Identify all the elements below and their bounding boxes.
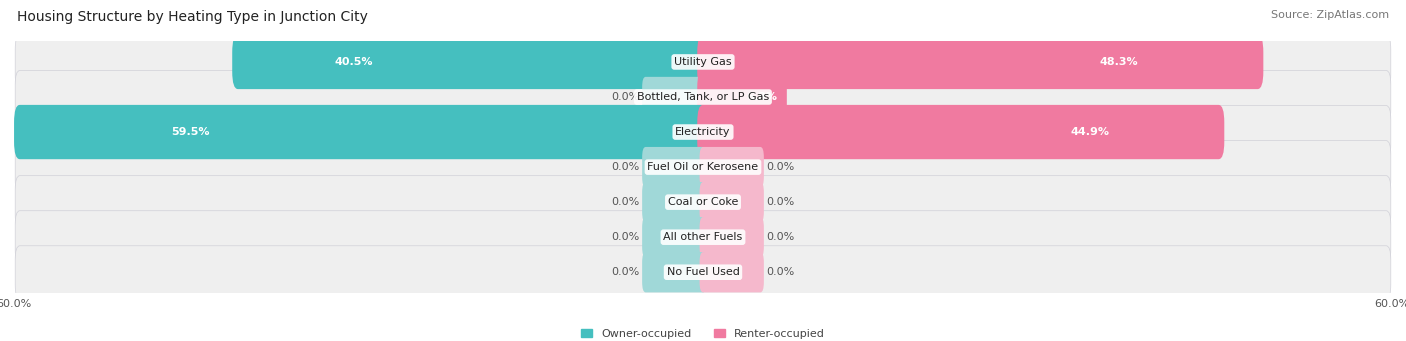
FancyBboxPatch shape [15, 71, 1391, 123]
Text: 0.0%: 0.0% [612, 92, 640, 102]
FancyBboxPatch shape [15, 246, 1391, 299]
FancyBboxPatch shape [697, 105, 1225, 159]
Text: 0.0%: 0.0% [612, 162, 640, 172]
FancyBboxPatch shape [700, 147, 763, 187]
FancyBboxPatch shape [643, 77, 706, 117]
Text: Coal or Coke: Coal or Coke [668, 197, 738, 207]
Text: Bottled, Tank, or LP Gas: Bottled, Tank, or LP Gas [637, 92, 769, 102]
FancyBboxPatch shape [15, 211, 1391, 264]
Text: 0.0%: 0.0% [766, 267, 794, 277]
Text: 0.0%: 0.0% [612, 197, 640, 207]
Text: No Fuel Used: No Fuel Used [666, 267, 740, 277]
Text: 0.0%: 0.0% [612, 232, 640, 242]
FancyBboxPatch shape [232, 35, 709, 89]
Text: 0.0%: 0.0% [766, 232, 794, 242]
Legend: Owner-occupied, Renter-occupied: Owner-occupied, Renter-occupied [576, 324, 830, 341]
Text: Source: ZipAtlas.com: Source: ZipAtlas.com [1271, 10, 1389, 20]
FancyBboxPatch shape [700, 252, 763, 292]
Text: 0.0%: 0.0% [612, 267, 640, 277]
FancyBboxPatch shape [15, 140, 1391, 194]
FancyBboxPatch shape [700, 217, 763, 257]
Text: 6.8%: 6.8% [747, 92, 778, 102]
Text: 48.3%: 48.3% [1099, 57, 1139, 67]
Text: 59.5%: 59.5% [172, 127, 209, 137]
FancyBboxPatch shape [15, 106, 1391, 159]
FancyBboxPatch shape [643, 217, 706, 257]
FancyBboxPatch shape [14, 105, 709, 159]
FancyBboxPatch shape [643, 252, 706, 292]
Text: 0.0%: 0.0% [766, 162, 794, 172]
Text: Fuel Oil or Kerosene: Fuel Oil or Kerosene [647, 162, 759, 172]
FancyBboxPatch shape [697, 70, 787, 124]
Text: Electricity: Electricity [675, 127, 731, 137]
Text: 0.0%: 0.0% [766, 197, 794, 207]
FancyBboxPatch shape [15, 35, 1391, 88]
Text: 44.9%: 44.9% [1070, 127, 1109, 137]
FancyBboxPatch shape [697, 35, 1264, 89]
Text: 40.5%: 40.5% [335, 57, 374, 67]
Text: Utility Gas: Utility Gas [675, 57, 731, 67]
Text: Housing Structure by Heating Type in Junction City: Housing Structure by Heating Type in Jun… [17, 10, 368, 24]
FancyBboxPatch shape [643, 147, 706, 187]
Text: All other Fuels: All other Fuels [664, 232, 742, 242]
FancyBboxPatch shape [643, 182, 706, 222]
FancyBboxPatch shape [15, 176, 1391, 228]
FancyBboxPatch shape [700, 182, 763, 222]
